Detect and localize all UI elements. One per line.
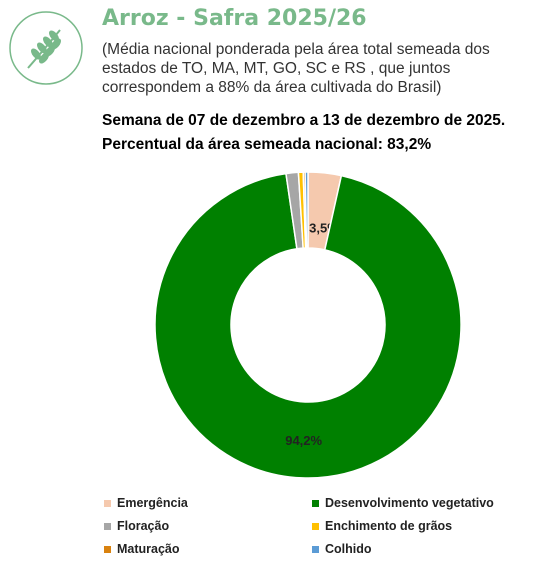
legend-label: Floração bbox=[117, 519, 170, 533]
legend-item-floracao: Floração bbox=[104, 519, 169, 533]
legend-item-enchimento-de-graos: Enchimento de grãos bbox=[312, 519, 452, 533]
page-title: Arroz - Safra 2025/26 bbox=[102, 6, 367, 31]
legend-item-emergencia: Emergência bbox=[104, 496, 188, 510]
sown-percent: Percentual da área semeada nacional: 83,… bbox=[102, 136, 432, 153]
data-label-desenvolvimento-vegetativo: 94,2% bbox=[285, 433, 322, 448]
slice-desenvolvimento-vegetativo bbox=[154, 172, 462, 479]
legend-swatch bbox=[312, 522, 319, 530]
legend-label: Colhido bbox=[325, 542, 372, 556]
slice-colhido bbox=[304, 171, 309, 249]
subtitle: (Média nacional ponderada pela área tota… bbox=[102, 41, 490, 96]
week-range: Semana de 07 de dezembro a 13 de dezembr… bbox=[102, 112, 506, 129]
legend-item-maturacao: Maturação bbox=[104, 542, 180, 556]
legend-item-colhido: Colhido bbox=[312, 542, 372, 556]
donut-chart: 3,5%94,2% bbox=[154, 171, 462, 479]
rice-plant-icon bbox=[9, 11, 83, 85]
legend-item-desenvolvimento-vegetativo: Desenvolvimento vegetativo bbox=[312, 496, 494, 510]
legend-swatch bbox=[104, 499, 111, 507]
legend-swatch bbox=[104, 522, 111, 530]
legend-label: Maturação bbox=[117, 542, 180, 556]
legend-label: Desenvolvimento vegetativo bbox=[325, 496, 494, 510]
legend-swatch bbox=[312, 545, 319, 553]
legend-swatch bbox=[312, 499, 319, 507]
legend-label: Emergência bbox=[117, 496, 188, 510]
legend-label: Enchimento de grãos bbox=[325, 519, 453, 533]
legend-swatch bbox=[104, 545, 111, 553]
